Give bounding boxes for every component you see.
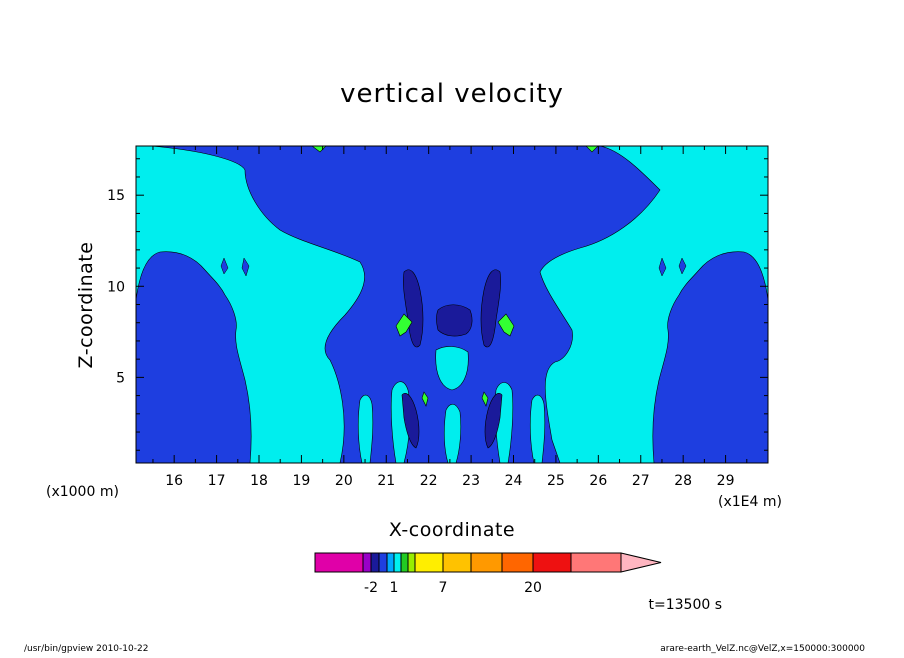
- updraft-gap: [357, 394, 374, 463]
- colorbar-segment: [314, 552, 364, 573]
- updraft-core: [585, 146, 599, 153]
- colorbar-segment: [378, 552, 388, 573]
- colorbar-segment: [393, 552, 402, 573]
- time-label: t=13500 s: [649, 597, 723, 613]
- y-tick-label: 10: [107, 279, 125, 295]
- strong-downdraft-core: [403, 269, 424, 348]
- x-tick-label: 28: [674, 473, 692, 489]
- downdraft-region-right: [652, 251, 768, 463]
- downdraft-region-left: [136, 251, 252, 463]
- y-axis-label: Z-coordinate: [75, 242, 97, 369]
- chart-title: vertical velocity: [340, 79, 564, 109]
- updraft-gap: [435, 346, 469, 391]
- colorbar-extend-arrow: [620, 552, 662, 573]
- colorbar-segment: [386, 552, 395, 573]
- x-tick-label: 17: [208, 473, 226, 489]
- x-tick-label: 27: [632, 473, 650, 489]
- footer-right: arare-earth_VelZ.nc@VelZ,x=150000:300000: [660, 644, 865, 654]
- x-unit-left: (x1000 m): [46, 484, 119, 500]
- x-tick-label: 26: [589, 473, 607, 489]
- downdraft-speck: [658, 257, 667, 277]
- colorbar-label: 20: [524, 580, 542, 596]
- updraft-gap: [529, 394, 546, 463]
- colorbar-segment: [532, 552, 572, 573]
- x-tick-label: 29: [717, 473, 735, 489]
- x-tick-label: 25: [547, 473, 565, 489]
- colorbar-segment: [407, 552, 416, 573]
- colorbar-segment: [370, 552, 380, 573]
- x-tick-label: 19: [293, 473, 311, 489]
- downdraft-speck: [220, 257, 229, 275]
- downdraft-region-upper: [149, 146, 661, 463]
- colorbar-segment: [570, 552, 622, 573]
- colorbar-segment: [501, 552, 534, 573]
- colorbar-segment: [414, 552, 444, 573]
- strong-downdraft-core: [401, 392, 420, 449]
- colorbar-segment: [442, 552, 472, 573]
- x-axis-label: X-coordinate: [389, 519, 515, 541]
- updraft-core: [481, 391, 489, 407]
- strong-downdraft-core: [484, 392, 503, 449]
- y-axis-ticks: 5 10 15: [107, 158, 768, 451]
- x-tick-label: 20: [335, 473, 353, 489]
- updraft-gap: [443, 403, 462, 463]
- colorbar-labels: -2 1 7 20: [364, 580, 542, 596]
- colorbar-label: -2: [364, 580, 378, 596]
- colorbar: [314, 552, 662, 573]
- updraft-core: [497, 313, 515, 337]
- updraft-core: [421, 391, 429, 407]
- footer-left: /usr/bin/gpview 2010-10-22: [24, 644, 148, 654]
- downdraft-speck: [678, 257, 687, 275]
- updraft-core: [395, 313, 413, 337]
- x-tick-label: 23: [462, 473, 480, 489]
- x-tick-label: 21: [377, 473, 395, 489]
- x-unit-right: (x1E4 m): [718, 494, 782, 510]
- x-tick-label: 16: [165, 473, 183, 489]
- x-axis-ticks: 16 17 18 19 20 21 22 23 24 25 26 27 28 29: [152, 146, 748, 489]
- strong-downdraft-core: [480, 269, 501, 348]
- x-tick-label: 24: [505, 473, 523, 489]
- contour-field: [136, 146, 768, 463]
- x-tick-label: 18: [250, 473, 268, 489]
- colorbar-segment: [470, 552, 503, 573]
- colorbar-label: 1: [390, 580, 399, 596]
- y-tick-label: 5: [116, 370, 125, 386]
- colorbar-segment: [400, 552, 409, 573]
- colorbar-segment: [362, 552, 372, 573]
- y-tick-label: 15: [107, 188, 125, 204]
- colorbar-label: 7: [439, 580, 448, 596]
- downdraft-speck: [241, 257, 250, 277]
- x-tick-label: 22: [420, 473, 438, 489]
- strong-downdraft-core: [436, 304, 473, 337]
